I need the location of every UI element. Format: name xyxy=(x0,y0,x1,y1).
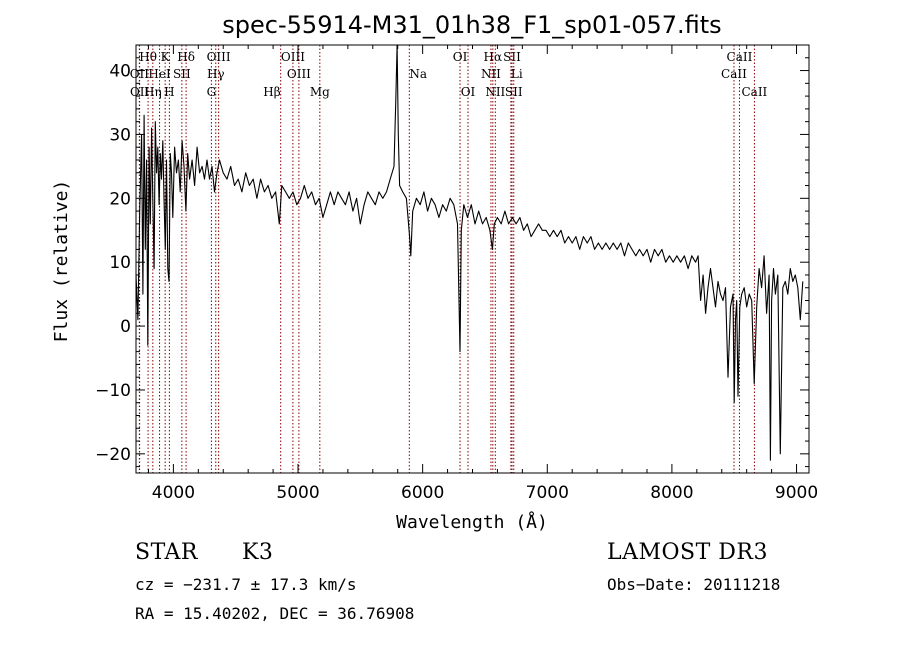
flux-series-line xyxy=(135,44,804,461)
y-tick-label: 40 xyxy=(109,62,131,82)
spectral-line-label: Hη xyxy=(144,85,162,99)
spectral-line-label: SII xyxy=(173,67,191,81)
spectral-line-label: HeI xyxy=(148,67,171,81)
object-subclass: K3 xyxy=(242,540,274,565)
x-tick-label: 7000 xyxy=(526,483,569,503)
spectral-line-label: OII xyxy=(130,85,150,99)
plot-frame xyxy=(135,44,810,474)
spectral-line-label: G xyxy=(207,85,217,99)
y-tick-label: 10 xyxy=(109,253,131,273)
spectral-line-label: Li xyxy=(511,67,523,81)
spectral-line-label: OIII xyxy=(207,50,231,64)
object-class: STAR xyxy=(135,540,198,565)
spectral-line-label: Hβ xyxy=(263,85,280,99)
redshift-velocity: cz = −231.7 ± 17.3 km/s xyxy=(135,575,357,594)
flux-curve-layer xyxy=(135,44,804,461)
spectral-line-label: NII xyxy=(481,67,501,81)
y-tick-label: −10 xyxy=(95,381,131,401)
spectral-line-label: OI xyxy=(461,85,476,99)
y-axis-label: Flux (relative) xyxy=(51,180,72,343)
spectral-line-label: OIII xyxy=(281,50,305,64)
axis-ticks: 4000 5000 6000 7000 8000 9000 −20 −10 0 10 20 30 40 xyxy=(95,44,818,503)
spectral-line-label: H xyxy=(164,85,174,99)
y-tick-label: 20 xyxy=(109,189,131,209)
y-tick-label: −20 xyxy=(95,445,131,465)
x-tick-label: 6000 xyxy=(401,483,444,503)
spectral-line-label: Mg xyxy=(310,85,330,99)
chart-title: spec-55914-M31_01h38_F1_sp01-057.fits xyxy=(222,11,721,39)
y-tick-label: 0 xyxy=(120,317,131,337)
x-tick-label: 5000 xyxy=(276,483,319,503)
spectral-line-label: CaII xyxy=(721,67,747,81)
spectral-line-label: Hδ xyxy=(177,50,195,64)
spectral-line-label: Na xyxy=(409,67,427,81)
spectral-line-label: OI xyxy=(453,50,468,64)
x-axis-label: Wavelength (Å) xyxy=(396,511,548,533)
survey-name: LAMOST DR3 xyxy=(607,540,768,565)
spectral-line-label: K xyxy=(161,50,171,64)
x-tick-label: 8000 xyxy=(650,483,693,503)
spectral-line-label: OIII xyxy=(287,67,311,81)
spectral-line-label: Hα xyxy=(484,50,503,64)
x-tick-label: 4000 xyxy=(152,483,195,503)
spectral-line-label: SII xyxy=(503,50,521,64)
spectral-line-label: NII xyxy=(485,85,505,99)
spectral-line-label: Hγ xyxy=(207,67,225,81)
spectral-line-label: CaII xyxy=(741,85,767,99)
x-tick-label: 9000 xyxy=(775,483,818,503)
spectrum-plot: spec-55914-M31_01h38_F1_sp01-057.fits Hθ… xyxy=(51,11,818,533)
y-tick-label: 30 xyxy=(109,125,131,145)
observation-date: Obs−Date: 20111218 xyxy=(607,575,781,594)
spectral-line-label: Hθ xyxy=(139,50,157,64)
sky-coordinates: RA = 15.40202, DEC = 36.76908 xyxy=(135,604,415,623)
spectral-line-label: SII xyxy=(505,85,523,99)
spectral-line-label: CaII xyxy=(727,50,753,64)
